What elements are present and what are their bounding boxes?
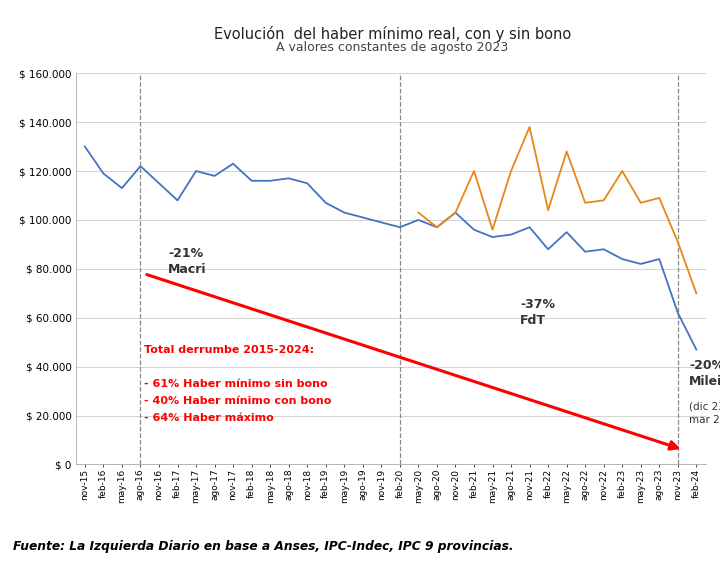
Haber mínimo — [359, 214, 367, 221]
Haber mínimo — [321, 199, 330, 206]
Haber mínimo — [340, 209, 348, 216]
Haber mínimo — [266, 177, 274, 184]
Text: Total derrumbe 2015-2024:

- 61% Haber mínimo sin bono
- 40% Haber mínimo con bo: Total derrumbe 2015-2024: - 61% Haber mí… — [144, 345, 331, 423]
Haber mínimo — [247, 177, 256, 184]
Haber mínimo — [544, 246, 552, 253]
Haber mínimo con bono — [655, 195, 664, 202]
Haber mínimo — [229, 160, 238, 167]
Haber mínimo — [414, 217, 423, 224]
Haber mínimo con bono — [507, 168, 516, 175]
Haber mínimo — [581, 248, 590, 255]
Haber mínimo — [673, 310, 682, 316]
Haber mínimo con bono — [673, 239, 682, 245]
Haber mínimo con bono — [562, 148, 571, 155]
Haber mínimo con bono — [488, 226, 497, 233]
Haber mínimo — [655, 256, 664, 262]
Text: Evolución  del haber mínimo real, con y sin bono: Evolución del haber mínimo real, con y s… — [214, 26, 571, 42]
Haber mínimo con bono — [599, 197, 608, 204]
Text: (dic 23-
mar 24): (dic 23- mar 24) — [689, 402, 720, 425]
Haber mínimo — [99, 170, 108, 177]
Haber mínimo — [284, 175, 293, 182]
Text: A valores constantes de agosto 2023: A valores constantes de agosto 2023 — [276, 41, 508, 53]
Haber mínimo — [636, 261, 645, 267]
Haber mínimo con bono — [618, 168, 626, 175]
Haber mínimo — [210, 172, 219, 179]
Haber mínimo con bono — [414, 209, 423, 216]
Haber mínimo con bono — [692, 290, 701, 297]
Haber mínimo con bono — [451, 209, 460, 216]
Text: Fuente: La Izquierda Diario en base a Anses, IPC-Indec, IPC 9 provincias.: Fuente: La Izquierda Diario en base a An… — [13, 540, 513, 553]
Haber mínimo — [692, 346, 701, 353]
Haber mínimo con bono — [581, 199, 590, 206]
Haber mínimo con bono — [544, 207, 552, 213]
Haber mínimo — [507, 231, 516, 238]
Haber mínimo — [155, 180, 163, 186]
Haber mínimo — [174, 197, 182, 204]
Text: -20%
Milei: -20% Milei — [689, 360, 720, 388]
Haber mínimo — [81, 143, 89, 150]
Haber mínimo — [192, 168, 200, 175]
Text: -37%
FdT: -37% FdT — [521, 298, 555, 327]
Haber mínimo — [488, 234, 497, 240]
Haber mínimo — [395, 224, 404, 231]
Haber mínimo — [136, 163, 145, 169]
Haber mínimo — [562, 229, 571, 235]
Haber mínimo — [117, 185, 126, 191]
Haber mínimo con bono — [433, 224, 441, 231]
Haber mínimo — [526, 224, 534, 231]
Haber mínimo con bono — [526, 124, 534, 131]
Haber mínimo — [303, 180, 312, 186]
Haber mínimo con bono — [636, 199, 645, 206]
Haber mínimo — [451, 209, 460, 216]
Haber mínimo con bono — [469, 168, 478, 175]
Line: Haber mínimo: Haber mínimo — [85, 146, 696, 350]
Haber mínimo — [433, 224, 441, 231]
Text: -21%
Macri: -21% Macri — [168, 247, 207, 276]
Haber mínimo — [377, 219, 386, 226]
Haber mínimo — [599, 246, 608, 253]
Haber mínimo — [618, 256, 626, 262]
Haber mínimo — [469, 226, 478, 233]
Line: Haber mínimo con bono: Haber mínimo con bono — [418, 127, 696, 293]
